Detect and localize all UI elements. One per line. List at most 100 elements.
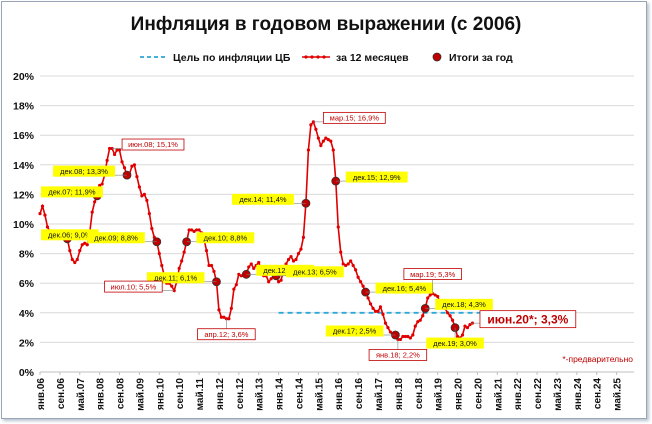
y-tick-label: 10% bbox=[13, 219, 35, 231]
series-point bbox=[98, 183, 102, 188]
x-tick-label: май.17 bbox=[374, 378, 385, 411]
x-tick-label: янв.06 bbox=[36, 378, 47, 410]
series-point bbox=[192, 229, 196, 233]
series-point bbox=[217, 308, 221, 312]
annotation-box bbox=[403, 268, 462, 280]
series-point bbox=[73, 260, 77, 265]
chart-frame bbox=[1, 1, 647, 419]
series-point bbox=[45, 225, 50, 229]
annotations: дек.06; 9,0% дек.07; 11,9% дек.08; 13,3% ию… bbox=[41, 111, 577, 361]
x-tick-label: май.15 bbox=[314, 378, 325, 411]
series-point bbox=[227, 317, 231, 321]
x-tick-label: янв.24 bbox=[573, 378, 584, 410]
series-point bbox=[371, 306, 375, 310]
series-point bbox=[147, 212, 151, 216]
series-point bbox=[68, 249, 72, 253]
series-point bbox=[349, 259, 353, 263]
annotation-label: июн.08; 15,1% bbox=[128, 140, 178, 149]
series-point bbox=[232, 287, 236, 291]
annotation-box bbox=[322, 111, 386, 124]
series-point bbox=[289, 254, 293, 259]
annotation-box bbox=[232, 193, 294, 205]
annotation-box bbox=[41, 186, 103, 198]
x-tick-label: янв.20 bbox=[454, 378, 465, 410]
series-point bbox=[120, 160, 124, 164]
series-point bbox=[359, 280, 363, 284]
legend-label-marker: Итоги за год bbox=[449, 52, 513, 64]
annotation-box bbox=[345, 171, 408, 183]
annotation-box bbox=[479, 310, 577, 329]
series-point bbox=[341, 262, 345, 266]
series-point bbox=[204, 249, 209, 253]
series-point bbox=[80, 243, 84, 247]
x-tick-label: сен.22 bbox=[533, 378, 544, 410]
y-tick-label: 18% bbox=[13, 101, 35, 113]
legend: Цель по инфляции ЦБ за 12 месяцев Итоги за… bbox=[140, 52, 513, 64]
series-point bbox=[426, 296, 430, 300]
y-tick-label: 14% bbox=[13, 160, 35, 172]
series-point bbox=[299, 247, 303, 251]
series-point bbox=[354, 268, 358, 272]
series-point bbox=[170, 284, 174, 288]
series-point bbox=[107, 146, 112, 151]
annotation-box bbox=[426, 337, 484, 349]
x-tick-label: май.07 bbox=[76, 378, 87, 411]
series-point bbox=[157, 252, 161, 256]
series-point bbox=[75, 257, 79, 262]
annotation-label: апр.12; 3,6% bbox=[204, 330, 248, 339]
series-point bbox=[346, 262, 350, 266]
annotation-label: дек.15; 12,9% bbox=[353, 173, 401, 182]
x-tick-label: сен.20 bbox=[473, 378, 484, 410]
annotation-label: дек.06; 9,0% bbox=[48, 231, 92, 240]
series-point bbox=[361, 284, 365, 288]
series-point bbox=[433, 293, 437, 297]
annotation-label: дек.13; 6,5% bbox=[293, 268, 337, 277]
annotation-box bbox=[121, 138, 185, 151]
annotation-box bbox=[53, 165, 115, 177]
x-tick-label: май.23 bbox=[553, 378, 564, 411]
x-tick-label: май.25 bbox=[613, 378, 624, 411]
series-point bbox=[83, 241, 87, 245]
series-point bbox=[463, 324, 467, 328]
series-point bbox=[252, 266, 256, 270]
chart-title: Инфляция в годовом выражении (с 2006) bbox=[131, 14, 522, 35]
series-point bbox=[301, 235, 306, 239]
legend-swatch-dot bbox=[304, 55, 308, 59]
series-point bbox=[234, 283, 238, 287]
annotation-box bbox=[435, 298, 493, 310]
series-point bbox=[160, 263, 164, 268]
series-point bbox=[212, 269, 216, 273]
x-tick-label: янв.12 bbox=[215, 378, 226, 410]
series-point bbox=[284, 262, 288, 266]
series-point bbox=[468, 323, 472, 327]
y-tick-label: 16% bbox=[13, 130, 35, 142]
series-point bbox=[296, 252, 301, 256]
x-tick-label: янв.14 bbox=[275, 378, 286, 410]
series-point bbox=[411, 333, 415, 337]
x-tick-label: янв.18 bbox=[394, 378, 405, 410]
series-point bbox=[115, 148, 119, 152]
series-point bbox=[381, 312, 385, 316]
annotation-label: дек.14; 11,4% bbox=[239, 195, 286, 204]
annotation-label: дек.09; 8,8% bbox=[94, 233, 138, 242]
series-point bbox=[257, 260, 261, 265]
annotation-box bbox=[375, 282, 434, 294]
series-point bbox=[408, 336, 412, 340]
series-point bbox=[344, 263, 348, 268]
annotation-label: мар.19; 5,3% bbox=[410, 270, 456, 279]
x-tick-label: сен.24 bbox=[593, 378, 604, 410]
series-point bbox=[294, 257, 298, 262]
series-point bbox=[117, 148, 122, 152]
x-tick-label: сен.12 bbox=[235, 378, 246, 410]
series-point bbox=[90, 210, 94, 214]
x-tick-label: сен.14 bbox=[294, 378, 305, 410]
legend-swatch-dot bbox=[316, 55, 320, 59]
series-point bbox=[378, 305, 383, 309]
series-point bbox=[105, 158, 109, 162]
y-tick-label: 0% bbox=[19, 367, 35, 379]
series-point bbox=[249, 262, 253, 266]
annotation-label: июл.10; 5,5% bbox=[111, 282, 157, 291]
series-point bbox=[455, 334, 460, 339]
series-point bbox=[194, 228, 199, 232]
series-point bbox=[356, 275, 360, 279]
